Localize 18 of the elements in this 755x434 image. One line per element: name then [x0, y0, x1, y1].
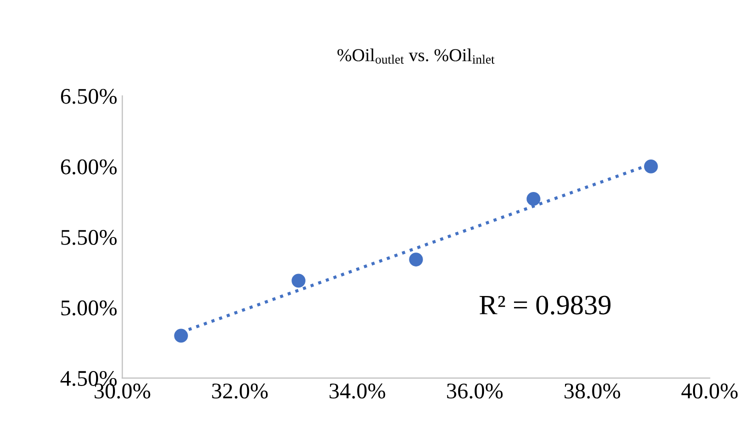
y-tick-label: 6.50% — [61, 88, 117, 104]
chart-title: %Oil$_{outlet}$ vs. %Oil$_{inlet}$ — [337, 48, 495, 64]
x-tick-label: 38.0% — [564, 384, 620, 399]
x-tick-label: 36.0% — [447, 384, 503, 399]
y-tick-label: 6.00% — [61, 159, 117, 174]
point — [174, 328, 188, 343]
annotation: R² = 0.9839 — [480, 296, 610, 315]
y-tick-label: 5.50% — [61, 230, 117, 245]
x-tick-label: 40.0% — [681, 384, 738, 399]
x-tick-label: 30.0% — [94, 384, 150, 399]
x-tick-label: 32.0% — [212, 384, 268, 399]
point — [644, 160, 658, 174]
point — [409, 252, 423, 266]
y-tick-label: 5.00% — [61, 300, 117, 316]
y-tick-label: 4.50% — [60, 370, 117, 386]
point — [526, 192, 540, 206]
x-tick-label: 34.0% — [330, 384, 386, 399]
point — [292, 274, 306, 288]
